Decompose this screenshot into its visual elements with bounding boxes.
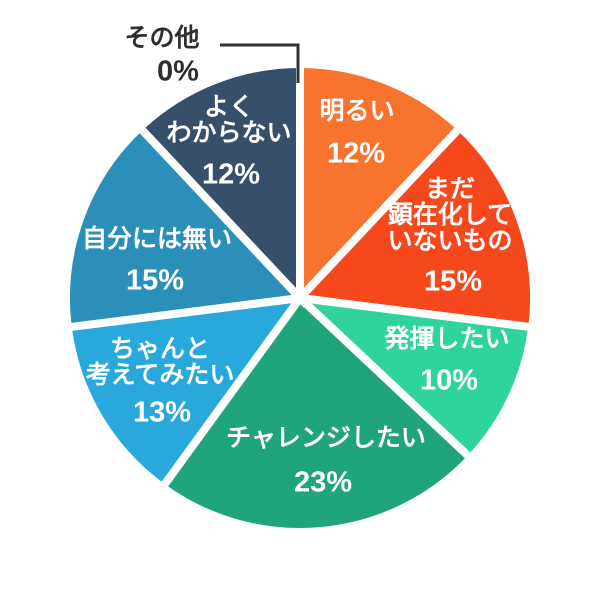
slice-label-challenge-shitai: チャレンジしたい (226, 424, 426, 452)
slice-pct-yoku-wakaranai: 12% (201, 158, 261, 191)
slice-pct-sonota: 0% (157, 55, 199, 88)
slice-label-sonota: その他 (124, 24, 200, 52)
pie-slice-akarui (296, 59, 466, 309)
pie-slice-jibun-niwa-nai (62, 121, 309, 332)
slice-label-mada-kenzaika-shiteinai-mono: まだ 顕在化して いないもの (387, 175, 513, 255)
slice-pct-chanto-kangaete-mitai: 13% (132, 396, 192, 429)
pie-slice-hakki-shitai (288, 292, 537, 464)
slice-label-hakki-shitai: 発揮したい (384, 325, 510, 353)
slice-pct-akarui: 12% (326, 137, 386, 170)
slice-label-chanto-kangaete-mitai: ちゃんと 考えてみたい (85, 335, 235, 389)
pie-slice-challenge-shitai (156, 291, 477, 536)
pie-slice-yoku-wakaranai (134, 59, 304, 309)
pie-slice-mada-kenzaika-shiteinai-mono (291, 121, 538, 332)
slice-pct-challenge-shitai: 23% (293, 466, 353, 499)
slice-label-jibun-niwa-nai: 自分には無い (81, 225, 233, 253)
slice-label-akarui: 明るい (319, 97, 395, 125)
sonota-leader-line (220, 43, 300, 83)
slice-pct-jibun-niwa-nai: 15% (125, 264, 185, 297)
slice-pct-hakki-shitai: 10% (419, 364, 479, 397)
slice-pct-mada-kenzaika-shiteinai-mono: 15% (423, 265, 483, 298)
slice-label-yoku-wakaranai: よく わからない (166, 93, 292, 147)
pie-slice-chanto-kangaete-mitai (63, 292, 309, 493)
